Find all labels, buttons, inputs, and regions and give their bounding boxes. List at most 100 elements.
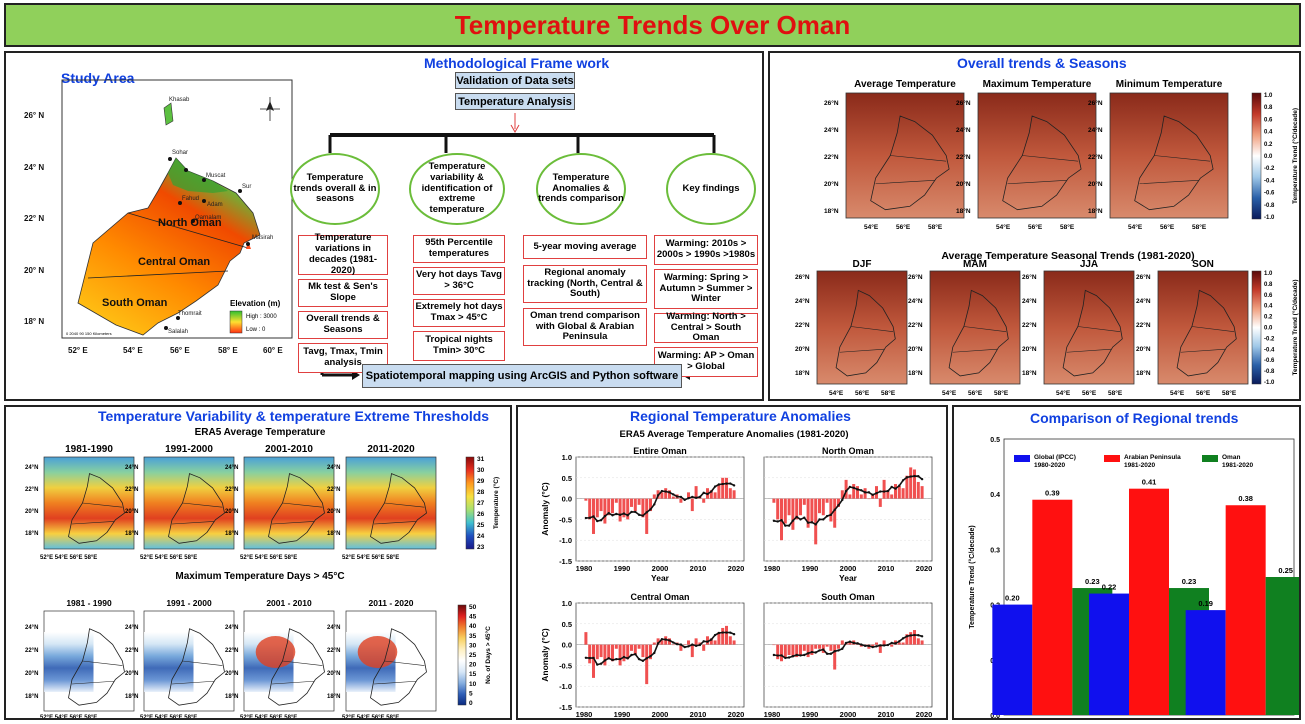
moving-average-point <box>630 510 633 514</box>
moving-average-point <box>691 643 694 646</box>
y-tick: 0.5 <box>990 437 1000 444</box>
lat-label: 22°N <box>1088 153 1103 161</box>
anomaly-bar <box>829 498 833 522</box>
lon-label: 54°E <box>942 389 957 397</box>
moving-average-point <box>810 521 814 524</box>
anomaly-bar <box>787 644 791 655</box>
colorbar-label: Temperature Trend (°C/decade) <box>1291 279 1299 375</box>
anomaly-bar <box>802 644 806 651</box>
place-sohar: Sohar <box>172 150 188 156</box>
moving-average-point <box>668 491 671 494</box>
anomaly-bar <box>913 630 916 645</box>
y-tick: -0.5 <box>559 515 572 524</box>
lat-label: 20°N <box>25 509 38 515</box>
moving-average-point <box>721 631 724 634</box>
lat-label: 24°N <box>824 126 839 134</box>
max-temp-title: Maximum Temperature Days > 45°C <box>175 571 344 582</box>
anomaly-bar <box>916 638 920 645</box>
anomaly-bar <box>687 492 690 499</box>
colorbar-tick: 45 <box>469 614 477 621</box>
bar-label: 0.39 <box>1045 489 1060 498</box>
moving-average-point <box>799 654 802 657</box>
y-tick: 0.0 <box>562 495 572 504</box>
lat-label: 20°N <box>908 345 923 353</box>
region-central-oman: Central Oman <box>138 256 210 268</box>
moving-average-point <box>698 495 702 499</box>
y-tick: 0.0 <box>990 713 1000 720</box>
box-warming-seasons: Warming: Spring > Autumn > Summer > Wint… <box>654 269 758 309</box>
anomaly-bar <box>821 498 825 516</box>
moving-average-point <box>725 482 728 485</box>
anomaly-subtitle: ERA5 Average Temperature Anomalies (1981… <box>620 429 849 440</box>
moving-average-point <box>611 514 614 517</box>
box-mk-test: Mk test & Sen's Slope <box>298 279 388 307</box>
moving-average-point <box>844 641 848 645</box>
lat-label: 24°N <box>327 625 340 631</box>
box-extreme-hot: Extremely hot days Tmax > 45°C <box>413 299 505 327</box>
colorbar-tick: 20 <box>469 662 477 669</box>
legend-label: Oman <box>1222 454 1240 461</box>
moving-average-point <box>867 644 871 648</box>
place-masirah: Masirah <box>252 235 273 241</box>
anomaly-bar <box>611 644 614 662</box>
anomaly-bar <box>649 644 652 660</box>
avg-temp-map <box>345 456 437 550</box>
page-title: Temperature Trends Over Oman <box>454 9 851 40</box>
moving-average-point <box>637 657 641 661</box>
oman-outline <box>370 628 427 706</box>
moving-average-point <box>717 483 721 486</box>
x-tick: 1990 <box>614 710 631 719</box>
region-boundary <box>373 502 425 525</box>
variability-title: Temperature Variability & temperature Ex… <box>98 408 490 424</box>
anomaly-bar <box>626 498 630 520</box>
colorbar-tick: 0.6 <box>1264 293 1273 299</box>
y-tick: 0.0 <box>562 641 572 650</box>
lon-label: 54°E <box>1128 223 1143 231</box>
anomaly-bar <box>713 640 717 645</box>
anomaly-bar <box>664 488 668 499</box>
anomaly-bar <box>840 490 844 499</box>
anomaly-bar <box>717 632 721 645</box>
colorbar-tick: 40 <box>469 623 477 630</box>
scale-bar: 0 2040 90 150 Kilometers <box>66 331 112 336</box>
lon-label: 54°E <box>829 389 844 397</box>
box-warming-regions: Warming: North > Central > South Oman <box>654 311 758 343</box>
x-axis-label: Year <box>651 573 670 583</box>
anomaly-bar <box>806 644 810 658</box>
place-adam: Adam <box>207 202 223 208</box>
anomaly-bar <box>856 486 859 499</box>
anomaly-bar <box>584 632 588 645</box>
north-arrow-icon <box>260 97 280 121</box>
anomaly-bar <box>626 644 630 660</box>
moving-average-point <box>803 653 806 657</box>
moving-average-point <box>799 518 802 521</box>
anomaly-bar <box>633 498 637 512</box>
decade-title: 1991 - 2000 <box>166 598 212 608</box>
colorbar-tick: 0.0 <box>1264 154 1273 160</box>
y-tick: -0.5 <box>559 661 572 670</box>
x-tick: 2010 <box>878 564 895 573</box>
decade-title: 1981-1990 <box>65 444 113 455</box>
colorbar-tick: -0.6 <box>1264 358 1275 364</box>
lat-label: 20°N <box>824 180 839 188</box>
oman-outline <box>870 115 950 211</box>
moving-average-point <box>732 484 736 487</box>
lat-label: 18°N <box>327 531 340 537</box>
box-warming-decades: Warming: 2010s > 2000s > 1990s >1980s <box>654 235 758 265</box>
moving-average-point <box>871 645 874 649</box>
moving-average-point <box>607 657 610 660</box>
moving-average-point <box>622 655 626 659</box>
lat-label: 18°N <box>125 531 138 537</box>
moving-average-point <box>886 489 890 493</box>
x-tick: 1990 <box>614 564 631 573</box>
box-tropical-nights: Tropical nights Tmin> 30°C <box>413 331 505 361</box>
bar <box>1032 499 1073 715</box>
region-north-oman: North Oman <box>158 217 222 229</box>
anomaly-bar <box>721 477 725 499</box>
legend-swatch <box>1014 455 1030 462</box>
lat-label: 20°N <box>327 509 340 515</box>
moving-average-point <box>787 524 791 527</box>
anomaly-bar <box>713 492 717 499</box>
elevation-low: Low : 0 <box>246 327 266 333</box>
lon-label: 58°E <box>1192 223 1207 231</box>
